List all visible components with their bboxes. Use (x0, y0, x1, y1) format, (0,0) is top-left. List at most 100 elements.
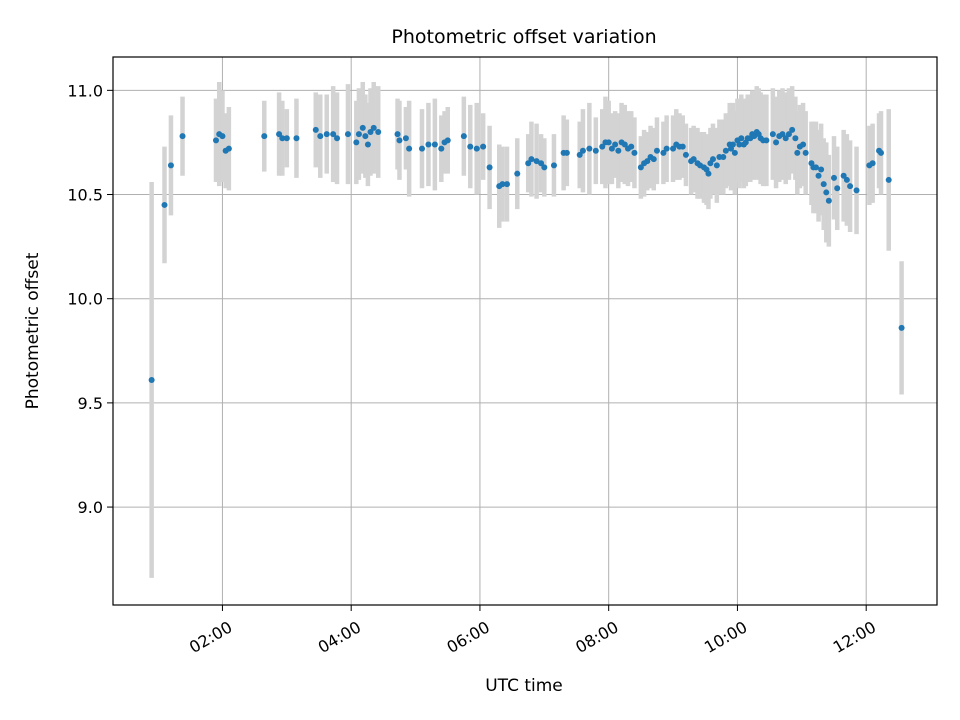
data-point (592, 147, 599, 154)
y-axis-label: Photometric offset (23, 252, 43, 409)
data-point (161, 201, 168, 208)
y-tick-label: 9.5 (78, 394, 103, 413)
data-point (541, 164, 548, 171)
data-point (467, 143, 474, 150)
data-point (769, 131, 776, 138)
data-point (802, 149, 809, 156)
data-point (847, 183, 854, 190)
data-point (323, 131, 330, 138)
data-point (419, 145, 425, 152)
data-point (869, 160, 876, 167)
data-point (831, 174, 837, 181)
x-tick-label: 10:00 (701, 617, 750, 657)
data-point (736, 141, 743, 148)
data-point (394, 131, 401, 138)
data-point (355, 131, 362, 138)
data-point (729, 141, 736, 148)
data-point (538, 160, 545, 167)
data-point (605, 139, 612, 146)
y-tick-label: 10.5 (67, 186, 103, 205)
data-point (773, 139, 780, 146)
data-point (576, 151, 583, 158)
x-tick-label: 12:00 (830, 617, 879, 657)
data-point (812, 164, 819, 171)
data-point (533, 158, 540, 165)
data-point (353, 139, 360, 146)
data-point (670, 145, 677, 152)
data-point (438, 145, 445, 152)
error-bars (149, 82, 904, 578)
chart-title: Photometric offset variation (391, 26, 656, 48)
data-point (794, 149, 801, 156)
data-point (525, 160, 532, 167)
data-point (213, 137, 219, 144)
data-point (650, 156, 657, 163)
data-point (586, 145, 593, 152)
data-point (800, 141, 807, 148)
data-point (820, 181, 827, 188)
data-point (563, 149, 570, 156)
x-tick-label: 04:00 (315, 617, 364, 657)
data-point (276, 131, 283, 138)
data-point (225, 145, 232, 152)
data-point (843, 176, 850, 183)
data-point (621, 141, 628, 148)
data-point (631, 149, 638, 156)
data-point (330, 131, 337, 138)
data-point (898, 324, 905, 331)
data-point (823, 189, 830, 196)
data-point (406, 145, 413, 152)
data-point (877, 149, 884, 156)
data-point (364, 141, 371, 148)
y-tick-label: 9.0 (78, 498, 103, 517)
data-point (279, 135, 286, 142)
data-point (763, 137, 770, 144)
data-point (503, 181, 510, 188)
data-point (818, 166, 825, 173)
grid (113, 57, 937, 605)
data-point (425, 141, 432, 148)
data-point (344, 131, 351, 138)
data-point (579, 147, 586, 154)
data-point (167, 162, 174, 169)
y-tick-label: 10.0 (67, 290, 103, 309)
data-point (660, 149, 667, 156)
data-point (375, 129, 382, 136)
data-point (317, 133, 324, 140)
data-point (628, 143, 635, 150)
data-point (460, 133, 467, 140)
y-tick-label: 11.0 (67, 81, 103, 100)
data-point (782, 135, 789, 142)
data-point (550, 162, 557, 169)
data-point (444, 137, 451, 144)
plot-frame (112, 56, 938, 606)
data-point (731, 149, 738, 156)
data-point (486, 164, 493, 171)
data-point (219, 133, 226, 140)
data-point (283, 135, 290, 142)
data-point (370, 124, 377, 131)
x-tick-label: 06:00 (444, 617, 493, 657)
data-point (785, 131, 792, 138)
data-point (840, 172, 847, 179)
data-point (653, 147, 660, 154)
data-point (334, 135, 341, 142)
data-point (615, 147, 622, 154)
data-point (359, 124, 366, 131)
data-point (644, 158, 651, 165)
data-point (825, 197, 832, 204)
data-point (402, 135, 409, 142)
data-point (293, 135, 300, 142)
data-point (682, 151, 689, 158)
data-point (179, 133, 186, 140)
data-point (720, 154, 727, 161)
data-point (885, 176, 892, 183)
data-point (705, 170, 712, 177)
x-tick-label: 02:00 (186, 617, 235, 657)
data-point (789, 126, 796, 133)
data-point (599, 143, 606, 150)
data-point (608, 145, 615, 152)
data-point (713, 162, 720, 169)
data-point (528, 156, 535, 163)
